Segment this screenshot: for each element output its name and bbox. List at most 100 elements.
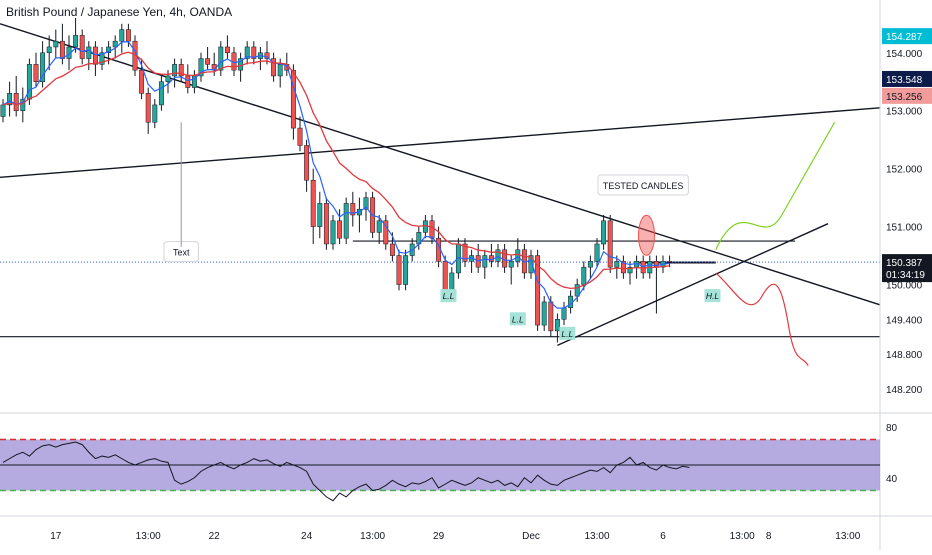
price-axis[interactable]: 154.000 153.000 152.000 151.000 150.000 149.4… [879,0,932,550]
candle-body [7,93,13,106]
price-tick-label: 149.400 [886,315,923,326]
price-badge [882,254,932,283]
candle-body [0,104,6,117]
price-badge [882,28,932,45]
candle-body [125,29,131,42]
candle-body [304,145,310,181]
candle-body [185,75,191,88]
time-tick-label: Dec [522,531,540,542]
price-tick-label: 148.800 [886,350,923,361]
annotation-label: TESTED CANDLES [603,181,684,191]
ascending-trendline [557,223,829,347]
candle-body [574,284,580,297]
price-badge [882,87,932,104]
rsi-pane[interactable]: 80 40 [0,423,898,502]
level-tag-text: H.L [706,291,720,301]
candle-body [535,255,541,326]
candle-body [376,220,382,233]
time-tick-label: 6 [660,531,666,542]
time-tick-label: 13:00 [835,531,860,542]
level-tag-text: L.L [512,314,524,324]
upper-channel-line [0,107,881,179]
candle-body [323,203,329,245]
price-tick-label: 150.000 [886,281,923,292]
candle-body [224,46,230,54]
candle-body [383,220,389,245]
candle-body [653,261,659,268]
time-tick-label: 29 [433,531,445,542]
candle-body [92,46,98,65]
level-tag [509,312,526,326]
level-tag-text: L.L [561,329,573,339]
annotation-label: Text [173,248,190,258]
rsi-tick-label: 80 [886,423,898,434]
ema-slow-line [2,51,670,290]
candle-body [482,255,488,268]
candle-body [73,35,79,48]
level-tag [440,289,457,303]
candle-body [13,93,19,111]
candle-body [607,220,613,268]
candle-body [86,46,92,59]
candle-body [601,220,607,245]
time-tick-label: 13:00 [360,531,385,542]
candle-body [178,64,184,77]
candle-body [40,52,46,82]
level-tag [559,326,576,340]
candle-body [20,98,26,111]
candle-body [59,40,65,59]
bearish-projection [715,272,809,366]
candle-body [614,261,620,268]
candle-body [317,203,323,227]
candle-body [554,319,560,332]
candle-body [343,203,349,239]
candle-body [277,64,283,77]
price-badge-value: 154.287 [886,32,923,43]
price-badge-value: 153.548 [886,75,923,86]
countdown-label: 01:34:19 [886,270,925,281]
candle-body [310,179,316,227]
time-axis[interactable]: 17 13:00 22 24 13:00 29 Dec 13:00 6 13:00 8 13:00 [0,515,932,542]
price-badge [882,70,932,87]
candle-body [462,243,468,262]
time-tick-label: 13:00 [136,531,161,542]
candle-body [297,127,303,146]
descending-trendline [0,23,881,306]
level-tag-text: L.L [443,291,455,301]
candle-body [79,35,85,59]
candle-body [620,261,626,274]
time-tick-label: 8 [766,531,772,542]
time-tick-label: 13:00 [584,531,609,542]
candle-body [389,243,395,256]
candle-body [515,249,521,262]
candle-body [165,75,171,82]
candle-body [442,261,448,291]
candle-body [502,249,508,268]
candle-body [429,220,435,239]
candle-body [251,46,257,59]
candle-body [46,46,52,54]
candle-body [548,301,554,332]
candle-body [594,243,600,262]
time-tick-label: 24 [301,531,313,542]
candle-body [495,249,501,262]
price-pane[interactable]: TESTED CANDLES Text L.L L.L L.L H.L [0,18,932,414]
candle-body [667,261,673,263]
candle-body [106,46,112,54]
candle-body [508,261,514,268]
price-tick-label: 154.000 [886,49,923,60]
ema-fast-line [2,41,670,309]
level-tag [704,289,721,303]
candle-body [244,46,250,59]
candle-body [290,69,296,129]
candle-body [218,46,224,71]
candle-body [145,93,151,123]
candle-body [363,197,369,210]
candle-body [337,220,343,239]
candle-body [350,203,356,216]
candle-body [541,301,547,326]
candle-body [403,255,409,285]
candle-body [271,58,277,77]
